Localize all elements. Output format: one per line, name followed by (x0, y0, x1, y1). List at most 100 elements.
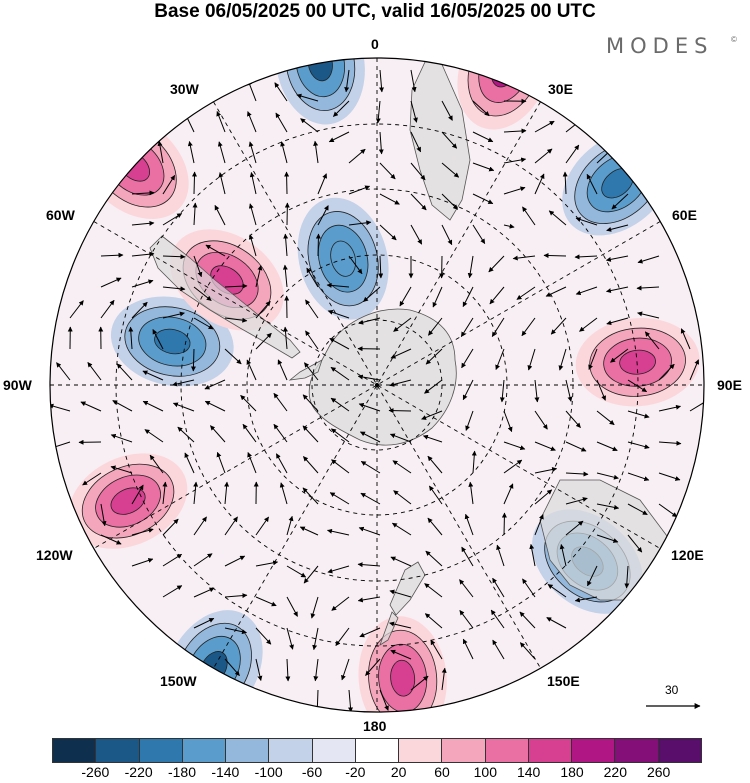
wind-vector (565, 441, 587, 452)
wind-vector (131, 220, 155, 226)
wind-vector (224, 593, 248, 599)
colorbar-tick-label: 140 (516, 764, 541, 780)
antarctic-peninsula (288, 359, 323, 381)
wind-vector (410, 131, 422, 153)
wind-vector (596, 534, 619, 543)
wind-vector (286, 627, 294, 650)
wind-vector (284, 171, 290, 195)
wind-vector (204, 400, 226, 412)
wind-vector (503, 128, 527, 134)
wind-vector (565, 410, 581, 428)
wind-vector (519, 642, 536, 660)
label-30w: 30W (170, 81, 199, 97)
wind-vector (357, 562, 381, 568)
wind-vector (627, 472, 650, 482)
wind-vector (191, 171, 197, 195)
wind-vector (605, 255, 629, 262)
wind-vector (110, 433, 133, 443)
wind-vector (131, 301, 148, 319)
modes-logo: MODES (606, 34, 714, 58)
wind-vector (393, 490, 412, 505)
wind-vector (459, 579, 474, 598)
wind-vector (315, 233, 321, 257)
label-60e: 60E (672, 207, 697, 223)
graticule (50, 58, 704, 712)
colorbar-swatch (615, 739, 659, 762)
wind-vector (131, 527, 154, 536)
wind-vector (390, 649, 412, 660)
wind-vector (543, 253, 567, 259)
map-boundary (49, 57, 705, 713)
wind-vector (499, 379, 505, 403)
wind-vector (534, 173, 545, 195)
wind-vector (255, 300, 271, 319)
colorbar-swatch (182, 739, 227, 762)
wind-vector (503, 410, 513, 433)
wind-vector (492, 639, 505, 660)
colorbar-swatch (399, 739, 443, 762)
colorbar-tick-label: -100 (254, 764, 283, 780)
positive-anomaly-contour (110, 487, 146, 515)
wind-vector (128, 326, 134, 350)
wind-vector (273, 392, 288, 412)
wind-vector (248, 203, 257, 226)
wind-vector (359, 431, 381, 443)
wind-vector (162, 311, 185, 319)
wind-vector (392, 460, 412, 474)
wind-vector (565, 497, 588, 505)
wind-vector (503, 157, 527, 164)
colorbar (52, 738, 702, 763)
wind-vector (144, 429, 164, 443)
wind-vector (313, 140, 319, 164)
south-pole-marker (375, 383, 379, 387)
wind-vector (421, 410, 443, 420)
wind-vector (247, 111, 257, 133)
wind-vector (422, 434, 443, 443)
wind-vector (627, 534, 643, 553)
wind-vector (471, 450, 477, 474)
wind-vector (216, 111, 226, 133)
wind-vector (503, 223, 515, 229)
wind-vector (299, 526, 319, 536)
wind-vector (69, 300, 84, 319)
wind-vector (162, 286, 186, 292)
wind-vector (432, 286, 443, 308)
wind-vector (341, 658, 350, 681)
wind-vector (100, 277, 122, 288)
wind-vector (313, 658, 319, 682)
wind-vector (379, 689, 389, 711)
wind-vector (389, 589, 412, 598)
wind-vector (425, 550, 443, 567)
wind-vector (410, 100, 418, 123)
wind-vector (534, 148, 553, 164)
new-zealand (379, 611, 399, 646)
wind-vector (644, 331, 660, 350)
wind-vector (658, 404, 681, 412)
wind-vector (424, 379, 443, 394)
wind-vector (489, 286, 505, 305)
wind-vector (565, 144, 580, 164)
label-180: 180 (363, 718, 387, 734)
wind-vector (162, 585, 183, 598)
wind-vector (391, 522, 412, 536)
wind-vector (488, 255, 505, 273)
wind-vector (240, 394, 257, 412)
wind-vector (274, 82, 288, 102)
wind-vector (190, 348, 196, 372)
wind-vector (596, 410, 615, 426)
wind-vector (330, 366, 350, 381)
wind-vector (624, 565, 630, 589)
wind-vector (172, 379, 195, 387)
wind-vector (224, 317, 248, 323)
colorbar-swatch (53, 739, 97, 762)
wind-vector (492, 577, 505, 598)
colorbar-swatch (226, 739, 270, 762)
wind-vector (112, 400, 133, 412)
wind-vector (547, 583, 567, 598)
wind-vector (305, 299, 319, 319)
wind-vector (427, 455, 443, 474)
wind-vector (142, 370, 164, 381)
wind-vector (548, 210, 567, 226)
wind-vector (162, 174, 176, 195)
wind-vector (193, 317, 214, 330)
